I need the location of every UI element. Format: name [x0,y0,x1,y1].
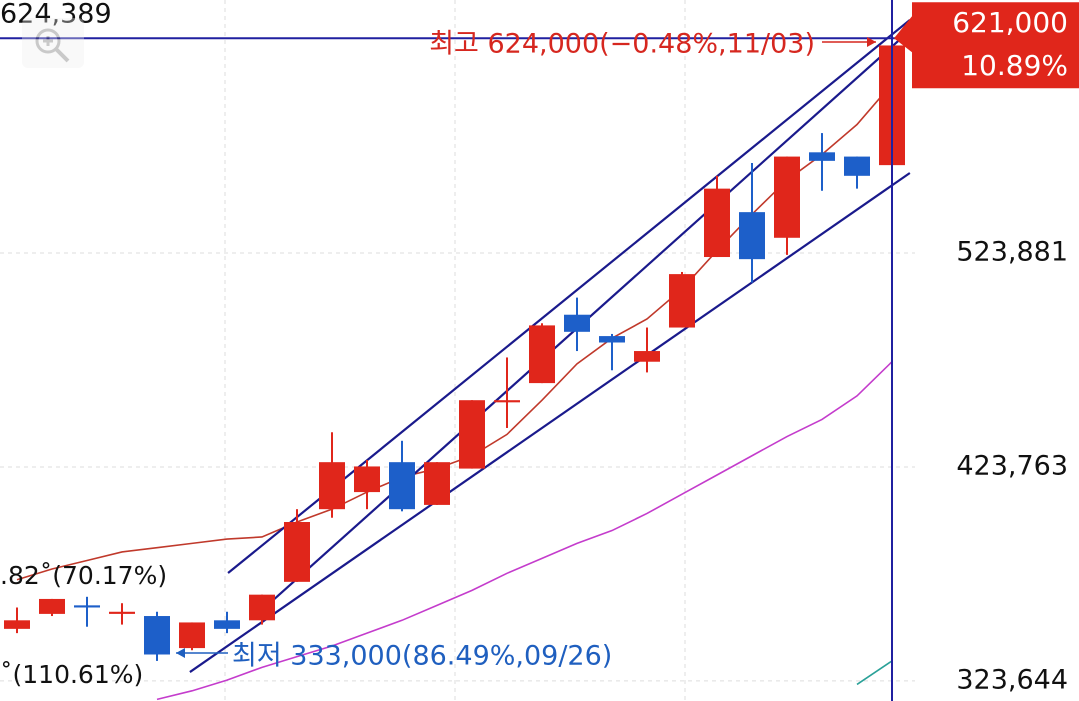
candle-body [74,605,100,608]
candle-body [389,462,415,510]
candle-body [109,611,135,614]
zoom-button[interactable] [22,18,84,68]
annotation-arrowhead [176,648,185,658]
candle-body [249,594,275,621]
candle-body [739,212,765,260]
candle-body [39,598,65,614]
candle-body [669,274,695,328]
candle-body [494,400,520,403]
candle-body [4,620,30,629]
candle-body [634,351,660,362]
zoom-glass [35,28,61,54]
candle-body [599,336,625,343]
moving-average [856,660,893,686]
candle-body [529,325,555,384]
left-annotation: ˚(110.61%) [0,660,143,689]
candle-body [774,156,800,238]
candle-body [354,466,380,493]
candle-body [284,522,310,582]
candle-body [564,314,590,332]
candle-body [704,188,730,258]
trend-line [189,172,911,673]
high-annotation: 최고 624,000(−0.48%,11/03) [429,29,815,60]
candle-body [459,400,485,469]
zoom-handle [54,47,70,63]
zoom-icon[interactable] [22,18,84,68]
price-tag-change: 10.89% [961,49,1068,82]
moving-average [156,361,893,701]
vertical-grid [224,0,686,701]
candle-body [214,620,240,629]
y-tick-label: 423,763 [956,450,1068,481]
price-tag-value: 621,000 [952,6,1068,39]
candle-body [844,156,870,176]
crosshair-label: 624,389 [0,0,112,30]
candle-body [144,616,170,655]
candle-body [809,152,835,161]
candle-body [319,462,345,510]
annotation-arrowhead [867,37,876,47]
left-annotation: .82˚(70.17%) [0,561,167,590]
y-tick-label: 323,644 [956,664,1068,695]
low-annotation: 최저 333,000(86.49%,09/26) [232,641,612,672]
candle-body [424,462,450,505]
candle-body [179,622,205,649]
price-tag-box [894,2,1079,89]
y-tick-label: 523,881 [956,236,1068,267]
